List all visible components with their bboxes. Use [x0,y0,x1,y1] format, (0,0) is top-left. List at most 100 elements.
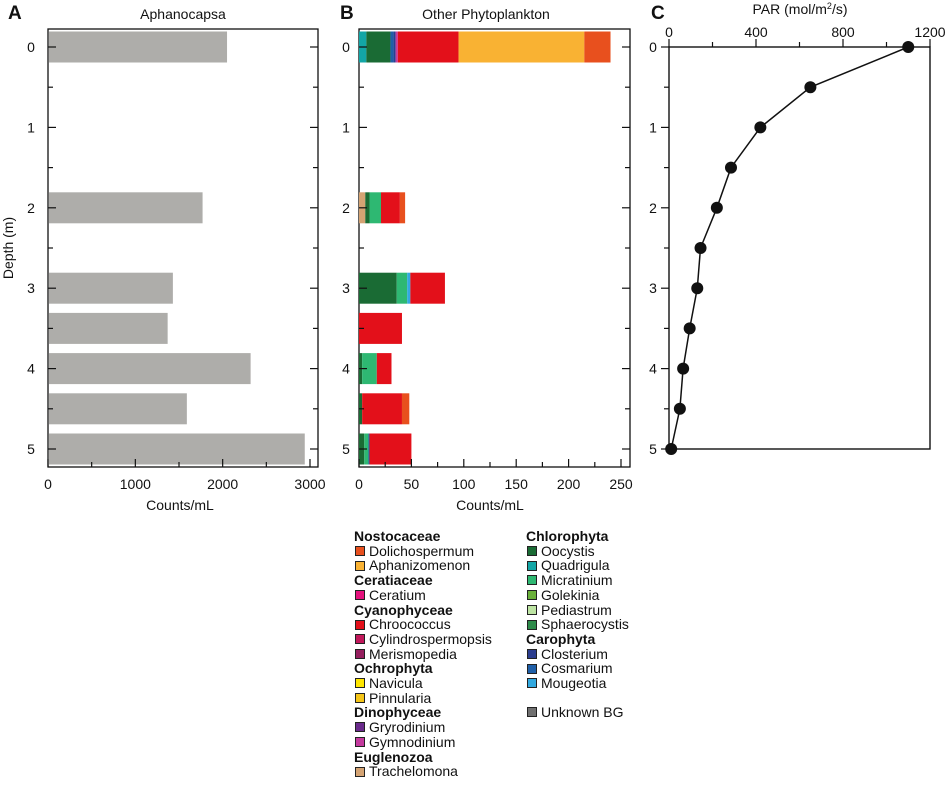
aphanocapsa-bar [49,272,173,304]
legend-item-trachelomona: Trachelomona [354,764,492,779]
panel-c-y-tick-label: 2 [649,200,657,216]
aphanocapsa-bar [49,312,168,344]
panel-b-x-tick-label: 0 [355,476,363,492]
legend-group-chlorophyta: Chlorophyta [526,528,609,544]
panel-c-y-tick-label: 1 [649,119,657,135]
legend-swatch [355,634,365,645]
legend-swatch [527,678,537,689]
legend-item-pediastrum: Pediastrum [526,601,629,618]
bar-segment-chroococcus [376,353,392,385]
par-data-point [724,161,737,174]
par-data-point [694,242,707,254]
panel-a-label: A [8,3,22,24]
legend-swatch [527,707,537,718]
aphanocapsa-bar [49,393,187,425]
panel-a-title: Aphanocapsa [140,6,226,22]
panel-a-x-tick-label: 0 [44,476,52,492]
legend-label: Gryrodinium [369,719,446,736]
par-data-point [677,362,690,375]
legend-item-quadrigula: Quadrigula [526,558,629,573]
legend-label: Aphanizomenon [369,557,471,574]
legend-column-1: Nostocaceae Dolichospermum Aphanizomenon Ce… [354,529,492,779]
panel-b-title: Other Phytoplankton [422,6,550,22]
legend-label: Navicula [369,675,423,692]
bar-segment-oocystis [366,31,391,63]
legend-item-cylindrospermopsis: Cylindrospermopsis [354,632,492,647]
legend-label: Closterium [541,645,608,662]
panel-a-y-tick-label: 0 [27,39,35,55]
legend-label: Gymnodinium [369,733,456,750]
legend-label: Cylindrospermopsis [369,630,492,647]
aphanocapsa-bar [49,433,305,465]
panel-a-x-tick-label: 3000 [294,476,325,492]
legend-label: Mougeotia [541,675,607,692]
bar-segment-chroococcus [359,312,402,344]
legend-label: Micratinium [541,572,613,589]
legend-label: Cosmarium [541,660,613,677]
panel-c-label: C [651,3,665,24]
panel-b-y-tick-label: 1 [342,119,350,135]
legend-swatch [355,737,365,748]
legend-label: Oocystis [541,542,595,559]
legend-label: Trachelomona [369,763,458,780]
bar-segment-closterium [393,31,396,63]
legend-spacer [526,691,629,705]
legend-swatch [355,546,365,557]
panel-c-x-tick-label: 0 [665,24,673,40]
bar-segment-gymnodinium [395,31,398,63]
legend-item-oocystis: Oocystis [526,542,629,559]
bar-segment-cosmarium [368,433,370,465]
panel-c-title: PAR (mol/m2/s) [753,1,848,17]
bar-segment-dolichospermum [401,393,410,425]
legend-group-nostocaceae: Nostocaceae [354,528,441,544]
legend-item-closterium: Closterium [526,645,629,662]
panel-a-aphanocapsa-chart: A Aphanocapsa 0 1 2 3 4 5 0 1000 2000 3000 Counts/mL… [0,3,326,513]
legend-item-gymnodinium: Gymnodinium [354,735,492,750]
par-data-point [683,322,696,335]
panel-a-y-tick-label: 5 [27,441,35,457]
legend-swatch [527,575,537,586]
legend-item-pinnularia: Pinnularia [354,691,492,706]
legend-swatch [527,546,537,557]
legend-swatch [355,722,365,733]
legend-item-chroococcus: Chroococcus [354,617,492,632]
bar-segment-dolichospermum [584,31,611,63]
bar-segment-micratinium [362,353,377,385]
panel-b-y-tick-label: 4 [342,361,350,377]
legend-swatch [355,678,365,689]
legend-item-mougeotia: Mougeotia [526,676,629,691]
panel-b-label: B [340,3,354,24]
panel-c-y-tick-label: 3 [649,280,657,296]
legend-group-ceratiaceae: Ceratiaceae [354,572,433,589]
legend-group-ochrophyta: Ochrophyta [354,660,433,677]
legend-swatch [527,590,537,601]
legend-swatch [355,560,365,571]
panel-c-title-main: PAR (mol/m [753,1,827,17]
legend-item-golekinia: Golekinia [526,588,629,603]
bar-segment-micratinium [369,192,382,224]
panel-a-x-tick-label: 2000 [207,476,238,492]
panel-c-x-tick-label: 1200 [914,24,945,40]
legend-label: Chroococcus [369,616,451,633]
legend-swatch [527,663,537,674]
legend-label: Pediastrum [541,601,612,618]
par-data-point [710,201,723,214]
panel-c-title-sup: 2 [827,1,832,11]
legend-item-micratinium: Micratinium [526,573,629,588]
panel-c-x-tick-label: 400 [744,24,768,40]
bar-segment-chroococcus [362,393,402,425]
aphanocapsa-bar [49,353,251,385]
panel-a-y-tick-label: 3 [27,280,35,296]
legend-group-dinophyceae: Dinophyceae [354,704,442,721]
legend-swatch [355,693,365,704]
legend-item-dolichospermum: Dolichospermum [354,543,492,559]
par-data-point [902,41,915,53]
legend-swatch [527,560,537,571]
bar-segment-chroococcus [381,192,400,224]
panel-a-y-tick-label: 4 [27,361,35,377]
legend-item-aphanizomenon: Aphanizomenon [354,558,492,573]
par-data-point [804,81,817,94]
par-data-point [691,282,704,295]
